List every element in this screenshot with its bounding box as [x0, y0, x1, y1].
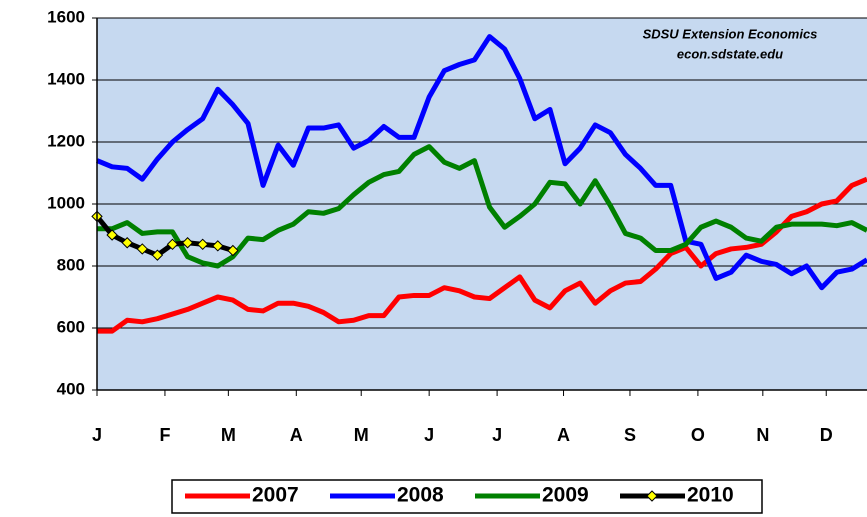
y-tick-label: 1600	[47, 7, 85, 26]
x-tick-label: A	[557, 425, 570, 445]
y-tick-label: 600	[57, 317, 85, 336]
series-line	[95, 214, 234, 258]
series-line	[96, 34, 867, 291]
x-tick-label: M	[221, 425, 236, 445]
legend-label: 2010	[687, 484, 734, 507]
x-tick-label: M	[354, 425, 369, 445]
legend: 2007 2008 2009 2010	[171, 479, 763, 514]
point-marker	[181, 237, 194, 249]
x-tick-label: N	[756, 425, 769, 445]
y-tick-label: 1200	[47, 131, 85, 150]
x-tick-label: J	[424, 425, 434, 445]
y-tick-label: 1000	[47, 193, 85, 212]
y-tick-label: 800	[57, 255, 85, 274]
series-line	[97, 144, 867, 269]
x-tick-label: A	[290, 425, 303, 445]
point-marker	[196, 238, 209, 251]
legend-label: 2007	[252, 484, 299, 507]
point-marker	[212, 240, 224, 252]
x-tick-label: S	[624, 425, 636, 445]
legend-marker	[646, 490, 658, 502]
y-tick-label: 1400	[47, 69, 85, 88]
x-tick-label: D	[820, 425, 833, 445]
point-marker	[106, 229, 118, 241]
point-marker	[121, 237, 133, 249]
annotation: econ.sdstate.edu	[677, 46, 783, 61]
point-marker	[227, 244, 239, 257]
legend-label: 2008	[397, 484, 444, 507]
point-marker	[151, 249, 164, 261]
series-line	[97, 176, 867, 334]
x-tick-label: J	[92, 425, 102, 445]
annotation: SDSU Extension Economics	[643, 26, 818, 41]
x-tick-label: O	[691, 425, 705, 445]
x-tick-label: J	[492, 425, 502, 445]
y-tick-label: 400	[57, 379, 85, 398]
point-marker	[136, 243, 149, 255]
plot-area	[91, 17, 867, 391]
x-tick-label: F	[159, 425, 170, 445]
legend-label: 2009	[542, 484, 589, 507]
point-marker	[166, 238, 179, 251]
